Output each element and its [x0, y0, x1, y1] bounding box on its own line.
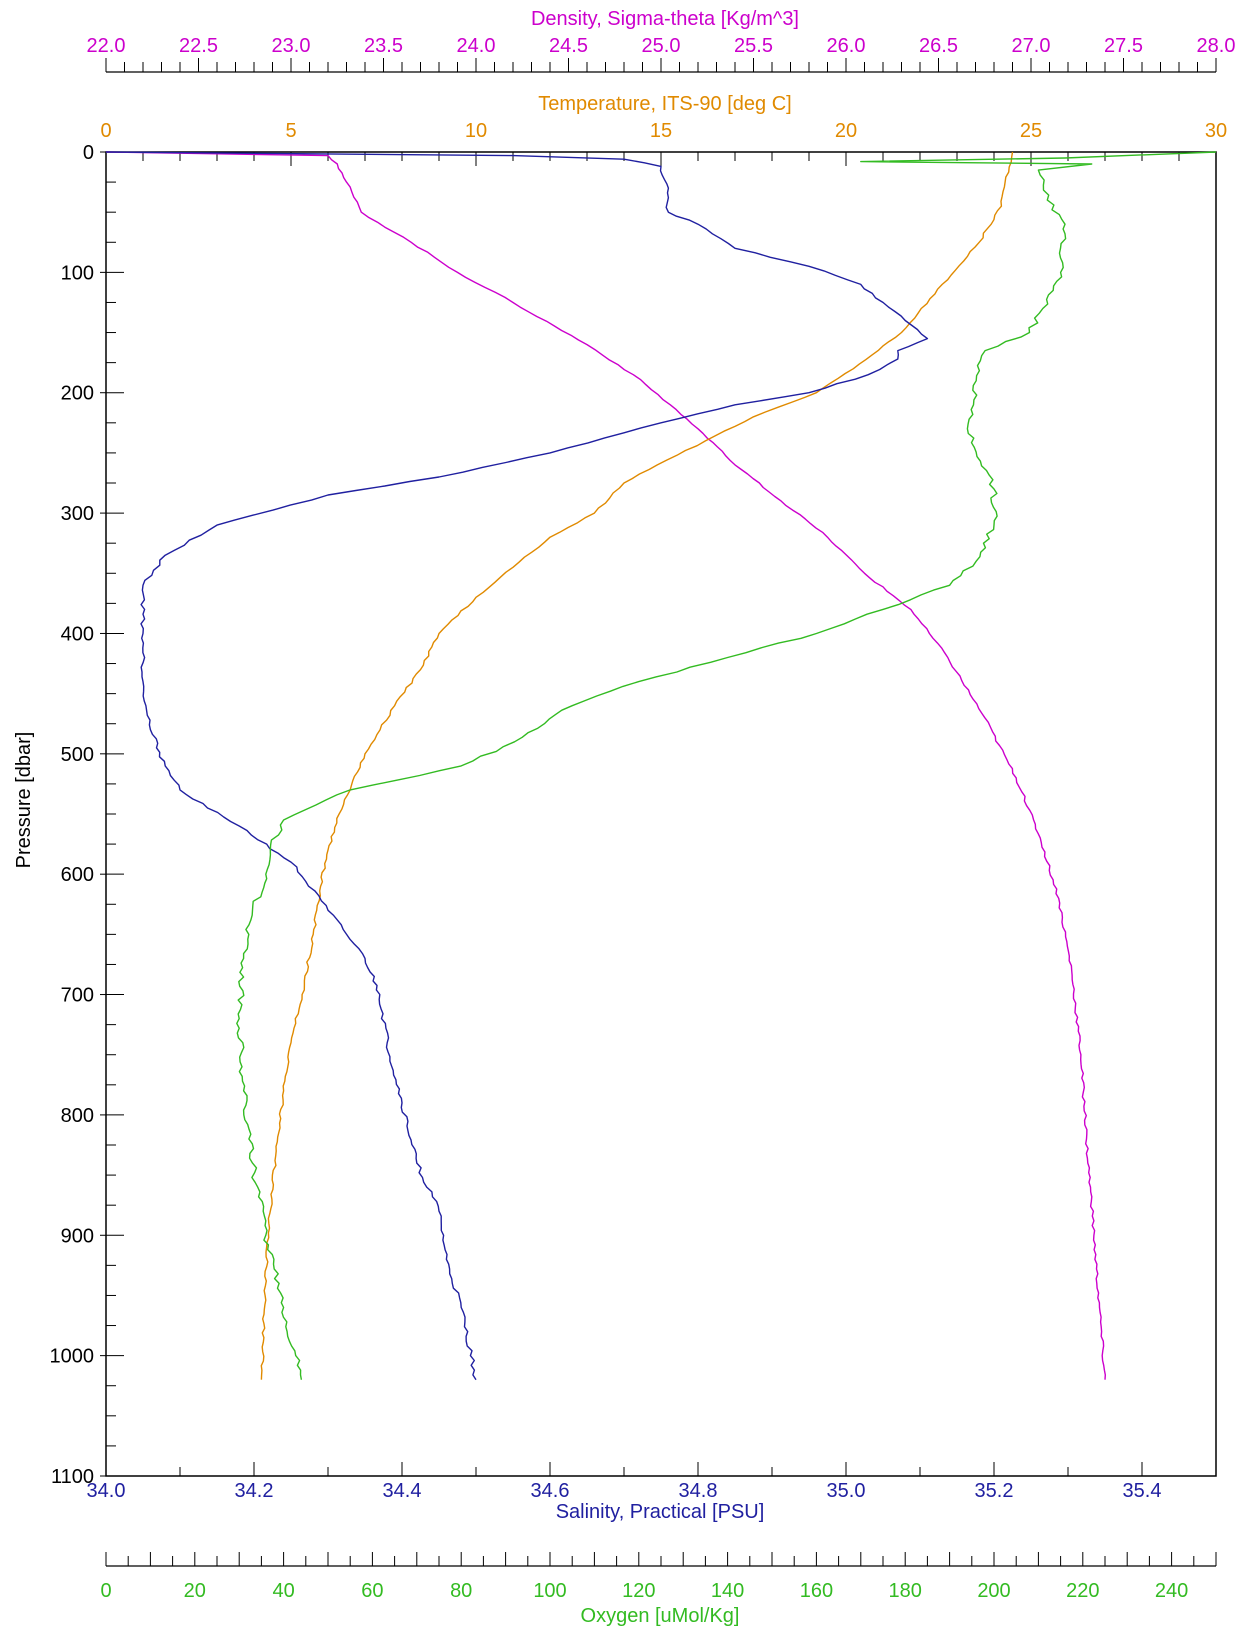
density-tick-label: 23.5: [364, 35, 403, 57]
temperature-tick-label: 10: [465, 120, 487, 142]
density-tick-label: 22.5: [179, 35, 218, 57]
pressure-tick-label: 500: [61, 744, 94, 766]
pressure-tick-label: 600: [61, 864, 94, 886]
salinity-tick-label: 34.6: [531, 1480, 570, 1502]
oxygen-tick-label: 220: [1066, 1580, 1099, 1602]
temperature-tick-label: 30: [1205, 120, 1227, 142]
pressure-tick-label: 400: [61, 623, 94, 645]
density-tick-label: 25.0: [642, 35, 681, 57]
oxygen-tick-label: 0: [100, 1580, 111, 1602]
pressure-tick-label: 1000: [50, 1346, 95, 1368]
salinity-tick-label: 34.8: [679, 1480, 718, 1502]
salinity-tick-label: 34.0: [87, 1480, 126, 1502]
oxygen-tick-label: 240: [1155, 1580, 1188, 1602]
pressure-tick-label: 900: [61, 1225, 94, 1247]
oxygen-tick-label: 100: [533, 1580, 566, 1602]
oxygen-tick-label: 80: [450, 1580, 472, 1602]
density-tick-label: 24.0: [457, 35, 496, 57]
salinity-axis: 34.0 34.2 34.4 34.6 34.8 35.0 35.2 35.4: [87, 1480, 1162, 1502]
temperature-profile-line: [260, 151, 1014, 1380]
salinity-tick-label: 34.4: [383, 1480, 422, 1502]
oxygen-tick-label: 200: [977, 1580, 1010, 1602]
density-profile-line: [105, 151, 1106, 1380]
oxygen-tick-label: 40: [272, 1580, 294, 1602]
pressure-tick-label: 1100: [51, 1466, 94, 1488]
density-tick-label: 27.0: [1012, 35, 1051, 57]
salinity-axis-title: Salinity, Practical [PSU]: [556, 1501, 765, 1523]
salinity-tick-label: 35.2: [975, 1480, 1014, 1502]
density-axis: 22.0 22.5 23.0 23.5 24.0 24.5 25.0 25.5 26.0 26.5…: [87, 35, 1236, 73]
temperature-axis: 0 5 10 15 20 25 30: [100, 120, 1227, 142]
salinity-tick-label: 35.0: [827, 1480, 866, 1502]
salinity-tick-label: 35.4: [1123, 1480, 1162, 1502]
density-tick-label: 22.0: [87, 35, 126, 57]
oxygen-axis: 0 20 40 60 80 100 120 140 160 180 200 220 240: [100, 1552, 1217, 1602]
density-tick-label: 25.5: [734, 35, 773, 57]
density-tick-label: 28.0: [1197, 35, 1236, 57]
density-tick-label: 24.5: [549, 35, 588, 57]
oxygen-tick-label: 60: [361, 1580, 383, 1602]
salinity-profile-line: [105, 151, 929, 1381]
temperature-tick-label: 15: [650, 120, 672, 142]
pressure-axis: 0 100 200 300 400 500 600 700 800 900 1000 1100: [50, 142, 124, 1488]
pressure-tick-label: 300: [61, 503, 94, 525]
oxygen-profile-line: [236, 151, 1217, 1380]
temperature-tick-label: 25: [1020, 120, 1042, 142]
pressure-tick-label: 200: [61, 383, 94, 405]
pressure-axis-title: Pressure [dbar]: [13, 732, 35, 869]
pressure-tick-label: 800: [61, 1105, 94, 1127]
temperature-tick-label: 20: [835, 120, 857, 142]
temperature-axis-title: Temperature, ITS-90 [deg C]: [538, 93, 791, 115]
pressure-tick-label: 100: [61, 262, 94, 284]
oxygen-tick-label: 140: [711, 1580, 744, 1602]
oxygen-axis-title: Oxygen [uMol/Kg]: [581, 1605, 740, 1627]
temperature-tick-label: 0: [100, 120, 111, 142]
density-tick-label: 27.5: [1104, 35, 1143, 57]
series-layer: [105, 151, 1217, 1381]
oxygen-tick-label: 20: [184, 1580, 206, 1602]
density-axis-title: Density, Sigma-theta [Kg/m^3]: [531, 8, 799, 30]
oxygen-tick-label: 180: [889, 1580, 922, 1602]
salinity-tick-label: 34.2: [235, 1480, 274, 1502]
pressure-tick-label: 700: [61, 985, 94, 1007]
oxygen-tick-label: 160: [800, 1580, 833, 1602]
pressure-tick-label: 0: [83, 142, 94, 164]
density-tick-label: 23.0: [272, 35, 311, 57]
temperature-tick-label: 5: [285, 120, 296, 142]
density-tick-label: 26.5: [919, 35, 958, 57]
oxygen-tick-label: 120: [622, 1580, 655, 1602]
density-tick-label: 26.0: [827, 35, 866, 57]
